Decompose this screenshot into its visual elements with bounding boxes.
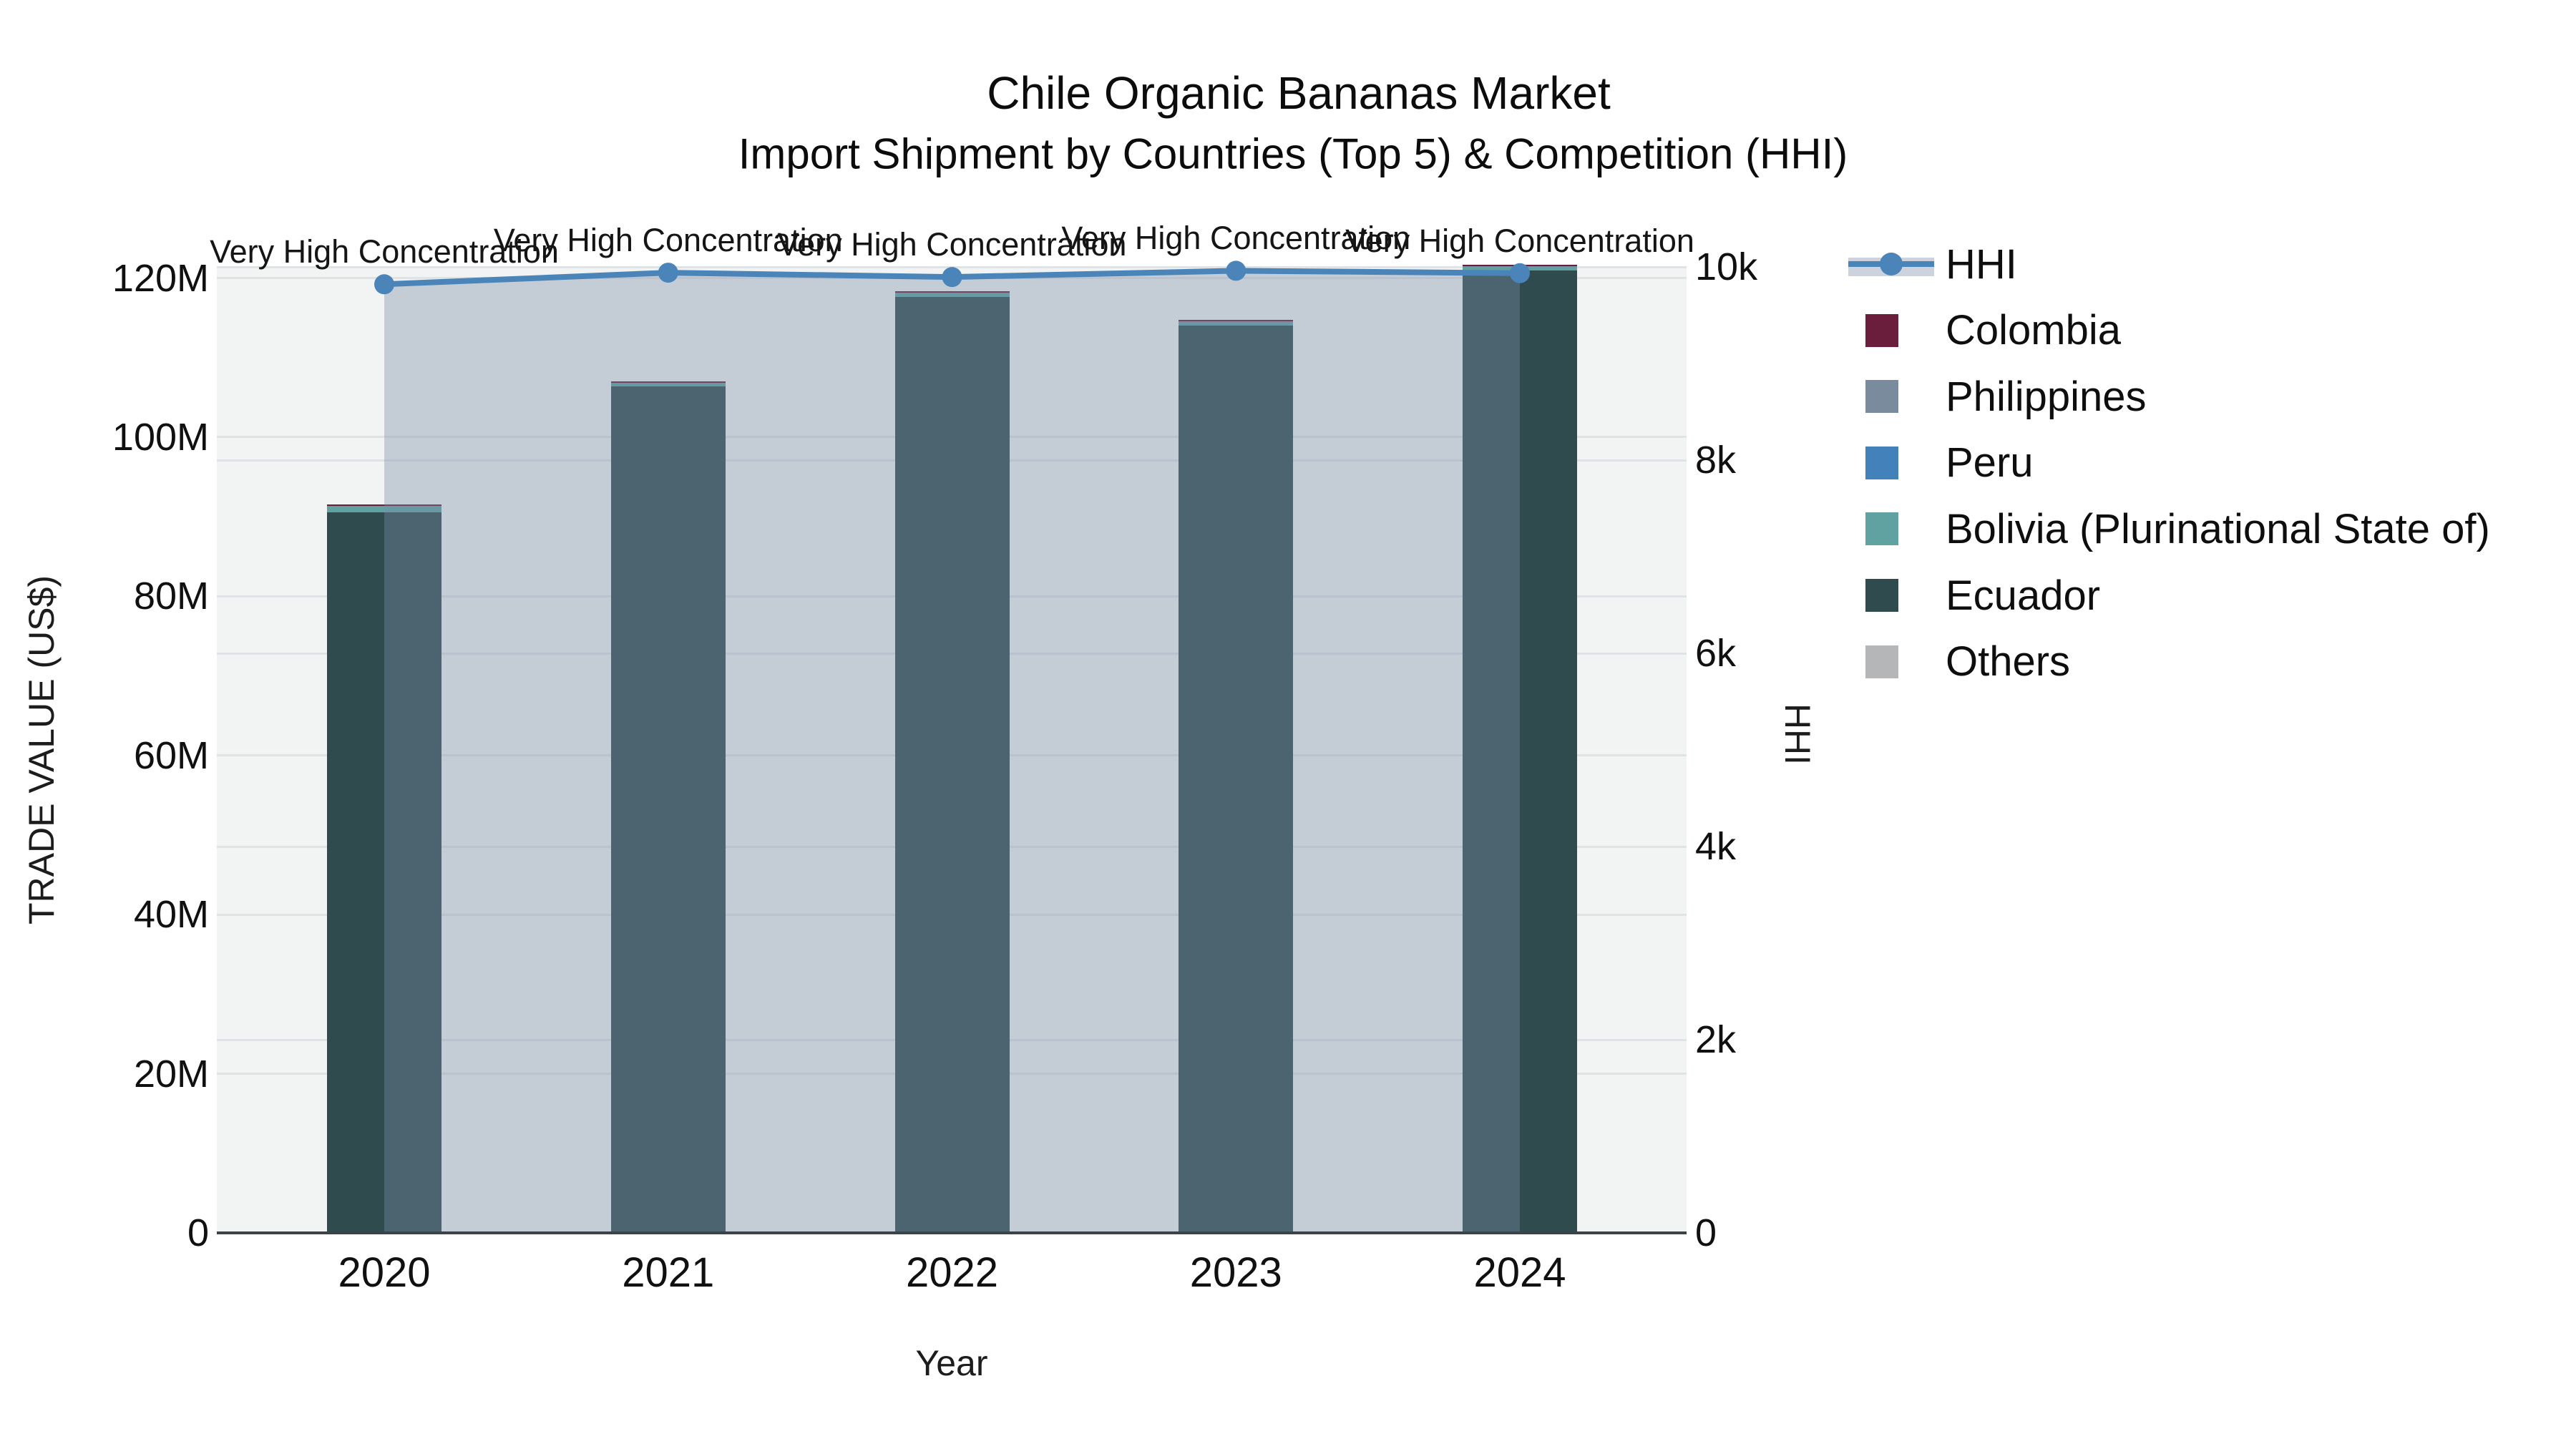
bar-segment-philippines-2021[interactable]	[610, 382, 726, 384]
y-left-tick-80M: 80M	[133, 575, 209, 618]
bar-segment-colombia-2021[interactable]	[610, 381, 726, 383]
hhi-marker-2021[interactable]	[658, 263, 678, 283]
hhi-area-fill	[384, 270, 1520, 1233]
y-left-tick-0: 0	[187, 1211, 209, 1254]
x-tick-2020: 2020	[338, 1249, 431, 1296]
legend-label: Bolivia (Plurinational State of)	[1946, 505, 2490, 552]
gridline-right-axis	[217, 265, 1687, 268]
chart-title: Chile Organic Bananas Market	[987, 67, 1611, 119]
hhi-marker-2023[interactable]	[1226, 260, 1246, 281]
hhi-legend-marker	[1880, 253, 1903, 275]
y-right-tick-2k: 2k	[1695, 1018, 1737, 1061]
x-tick-2021: 2021	[622, 1249, 715, 1296]
x-axis-title: Year	[915, 1343, 988, 1383]
hhi-marker-2020[interactable]	[374, 274, 394, 295]
x-axis-line	[217, 1231, 1687, 1234]
x-tick-2023: 2023	[1189, 1249, 1282, 1296]
legend-label: HHI	[1946, 240, 2017, 288]
y-axis-title-left: TRADE VALUE (US$)	[21, 575, 62, 925]
bar-segment-ecuador-2021[interactable]	[610, 386, 726, 1233]
y-left-tick-20M: 20M	[133, 1052, 209, 1096]
bar-segment-colombia-2023[interactable]	[1179, 319, 1294, 322]
y-left-tick-100M: 100M	[112, 415, 209, 459]
y-right-tick-10k: 10k	[1695, 245, 1758, 288]
legend-label: Peru	[1946, 439, 2034, 487]
bar-segment-ecuador-2022[interactable]	[894, 296, 1010, 1233]
y-left-tick-60M: 60M	[133, 733, 209, 777]
legend-color-swatch	[1865, 579, 1898, 612]
annotation-2024: Very High Concentration	[1345, 222, 1694, 259]
legend-color-swatch	[1865, 645, 1898, 678]
bar-segment-ecuador-2024[interactable]	[1463, 270, 1577, 1233]
y-right-tick-0: 0	[1695, 1211, 1717, 1254]
legend-swatch-area	[1848, 430, 1934, 496]
annotation-2022: Very High Concentration	[777, 226, 1127, 263]
legend-color-swatch	[1865, 446, 1898, 479]
legend-item-colombia[interactable]: Colombia	[1848, 298, 2121, 364]
y-left-tick-40M: 40M	[133, 893, 209, 937]
bar-segment-philippines-2022[interactable]	[894, 292, 1010, 293]
hhi-marker-2022[interactable]	[942, 267, 962, 288]
bar-segment-bolivia-plurinational-state-of--2023[interactable]	[1179, 322, 1294, 326]
legend-swatch-area	[1848, 562, 1934, 628]
legend-item-ecuador[interactable]: Ecuador	[1848, 562, 2100, 628]
legend-item-hhi[interactable]: HHI	[1848, 231, 2017, 297]
legend-swatch-area	[1848, 298, 1934, 364]
legend-color-swatch	[1865, 313, 1898, 347]
annotation-2020: Very High Concentration	[210, 233, 559, 270]
legend-label: Philippines	[1946, 373, 2147, 420]
x-tick-2024: 2024	[1473, 1249, 1566, 1296]
hhi-legend-sample	[1848, 231, 1934, 297]
legend-color-swatch	[1865, 512, 1898, 546]
legend-label: Colombia	[1946, 307, 2121, 354]
legend-swatch-area	[1848, 629, 1934, 695]
x-tick-2022: 2022	[905, 1249, 999, 1296]
y-axis-title-right: HHI	[1777, 703, 1818, 766]
y-right-tick-6k: 6k	[1695, 632, 1737, 675]
bar-segment-bolivia-plurinational-state-of--2020[interactable]	[327, 507, 441, 513]
bar-segment-ecuador-2023[interactable]	[1179, 325, 1294, 1233]
annotation-2023: Very High Concentration	[1061, 220, 1411, 257]
chart-subtitle: Import Shipment by Countries (Top 5) & C…	[738, 130, 1848, 178]
legend-item-philippines[interactable]: Philippines	[1848, 364, 2147, 429]
legend-item-bolivia-plurinational-state-of-[interactable]: Bolivia (Plurinational State of)	[1848, 496, 2490, 562]
bar-segment-colombia-2022[interactable]	[894, 291, 1010, 293]
legend-label: Ecuador	[1946, 572, 2101, 619]
bar-segment-philippines-2020[interactable]	[327, 505, 441, 507]
y-left-tick-120M: 120M	[112, 256, 209, 300]
bar-segment-philippines-2023[interactable]	[1179, 321, 1294, 323]
legend-label: Others	[1946, 638, 2071, 686]
legend-item-others[interactable]: Others	[1848, 629, 2070, 695]
legend-item-peru[interactable]: Peru	[1848, 430, 2034, 496]
bar-segment-colombia-2020[interactable]	[327, 504, 441, 506]
legend-color-swatch	[1865, 380, 1898, 414]
hhi-marker-2024[interactable]	[1510, 263, 1530, 283]
legend-swatch-area	[1848, 496, 1934, 562]
y-right-tick-8k: 8k	[1695, 439, 1737, 482]
bar-segment-bolivia-plurinational-state-of--2021[interactable]	[610, 383, 726, 387]
bar-segment-ecuador-2020[interactable]	[327, 512, 441, 1233]
y-right-tick-4k: 4k	[1695, 825, 1737, 868]
bar-segment-bolivia-plurinational-state-of--2022[interactable]	[894, 293, 1010, 297]
annotation-2021: Very High Concentration	[493, 222, 843, 259]
legend-swatch-area	[1848, 364, 1934, 429]
